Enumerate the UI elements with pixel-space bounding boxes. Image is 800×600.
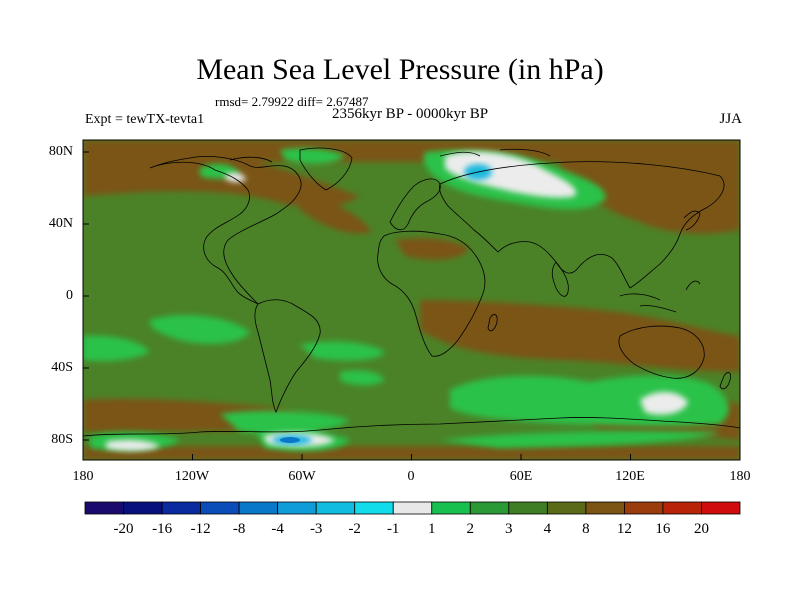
colorbar-label: 16 — [655, 521, 671, 537]
colorbar-box — [277, 501, 317, 515]
time-period-label: 2356kyr BP - 0000kyr BP — [331, 106, 489, 122]
colorbar-label: -2 — [348, 521, 361, 537]
colorbar-label: -12 — [190, 521, 211, 537]
colorbar-label: -20 — [113, 521, 134, 537]
colorbar-box — [701, 501, 741, 515]
lon-label-120w: 120W — [174, 469, 210, 484]
colorbar-label: -16 — [152, 521, 173, 537]
lat-label-40s: 40S — [51, 360, 73, 375]
colorbar-label: -3 — [309, 521, 323, 537]
colorbar-box — [161, 501, 201, 515]
colorbar-label: -4 — [271, 521, 284, 537]
lat-label-80n: 80N — [48, 144, 73, 159]
colorbar-label: -8 — [232, 521, 246, 537]
colorbar-box — [354, 501, 394, 515]
colorbar-box — [624, 501, 664, 515]
coastlines — [83, 147, 740, 437]
colorbar-box — [315, 501, 356, 515]
lon-label-0: 0 — [407, 469, 415, 484]
colorbar-label: 20 — [694, 521, 709, 537]
lat-label-80s: 80S — [51, 432, 73, 447]
colorbar-box — [431, 501, 471, 515]
colorbar-label: 8 — [582, 521, 590, 537]
season-label: JJA — [719, 111, 742, 127]
axis-ticks — [82, 151, 741, 460]
colorbar-box — [392, 501, 433, 515]
colorbar-label: -1 — [386, 521, 400, 537]
colorbar-box — [123, 501, 163, 515]
colorbar-label: 2 — [466, 521, 475, 537]
colorbar-box — [84, 501, 124, 515]
lat-label-0: 0 — [66, 288, 73, 303]
colorbar-box — [200, 501, 240, 515]
plot-title: Mean Sea Level Pressure (in hPa) — [196, 53, 604, 86]
experiment-label: Expt = tewTX-tevta1 — [85, 112, 205, 127]
colorbar-label: 4 — [543, 521, 552, 537]
lon-label-120e: 120E — [615, 469, 645, 484]
colorbar-box — [546, 501, 587, 515]
colorbar-label: 3 — [505, 521, 513, 537]
colorbar-label: 1 — [428, 521, 436, 537]
colorbar-box — [585, 501, 625, 515]
lon-label-60w: 60W — [288, 469, 316, 484]
lon-label-180w: 180 — [72, 469, 94, 484]
colorbar-box — [662, 501, 702, 515]
colorbar-label: 12 — [616, 521, 632, 537]
lon-label-60e: 60E — [509, 469, 533, 484]
colorbar-box — [469, 501, 510, 515]
lon-label-180e: 180 — [729, 469, 751, 484]
rmsd-diff-stats: rmsd= 2.79922 diff= 2.67487 — [215, 94, 369, 109]
colorbar-box — [238, 501, 279, 515]
colorbar-box — [508, 501, 548, 515]
lat-label-40n: 40N — [48, 216, 73, 231]
